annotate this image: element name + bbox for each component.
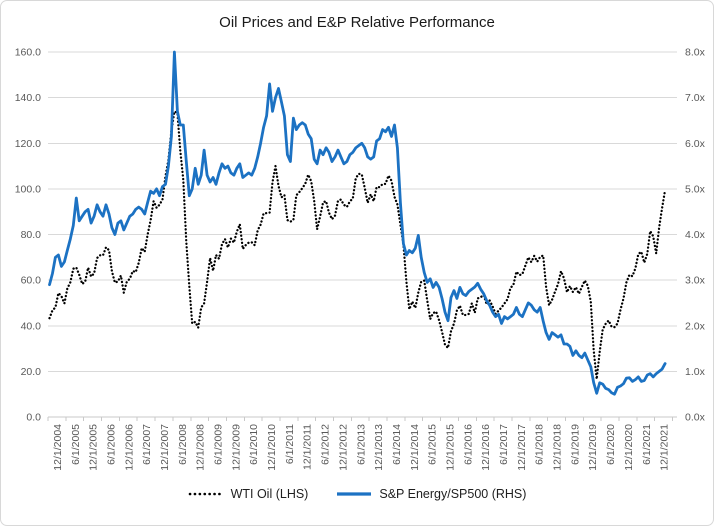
svg-text:6/1/2017: 6/1/2017 <box>498 424 510 465</box>
svg-text:12/1/2016: 12/1/2016 <box>480 424 492 471</box>
y-axis-right-labels: 0.0x 1.0x 2.0x 3.0x 4.0x 5.0x 6.0x 7.0x 8.0x <box>685 47 706 424</box>
svg-text:6/1/2020: 6/1/2020 <box>605 424 617 465</box>
svg-text:0.0x: 0.0x <box>685 412 706 424</box>
svg-text:12/1/2018: 12/1/2018 <box>552 424 564 471</box>
svg-text:120.0: 120.0 <box>15 138 41 150</box>
svg-text:5.0x: 5.0x <box>685 183 706 195</box>
svg-text:6/1/2009: 6/1/2009 <box>213 424 225 465</box>
svg-text:12/1/2012: 12/1/2012 <box>337 424 349 471</box>
chart-title: Oil Prices and E&P Relative Performance <box>219 14 495 31</box>
svg-text:6/1/2008: 6/1/2008 <box>177 424 189 465</box>
legend-label-energy: S&P Energy/SP500 (RHS) <box>379 487 527 501</box>
gridlines <box>48 51 677 418</box>
svg-text:6/1/2014: 6/1/2014 <box>391 424 403 465</box>
svg-text:7.0x: 7.0x <box>685 92 706 104</box>
svg-text:12/1/2015: 12/1/2015 <box>444 424 456 471</box>
svg-text:12/1/2021: 12/1/2021 <box>659 424 671 471</box>
svg-text:100.0: 100.0 <box>15 183 41 195</box>
svg-text:6/1/2013: 6/1/2013 <box>355 424 367 465</box>
svg-text:6/1/2012: 6/1/2012 <box>320 424 332 465</box>
svg-text:12/1/2013: 12/1/2013 <box>373 424 385 471</box>
svg-text:6/1/2010: 6/1/2010 <box>248 424 260 465</box>
svg-text:2.0x: 2.0x <box>685 320 706 332</box>
energy-solid-line-marker <box>337 492 372 496</box>
svg-text:12/1/2014: 12/1/2014 <box>409 424 421 471</box>
svg-text:60.0: 60.0 <box>21 275 42 287</box>
svg-text:140.0: 140.0 <box>15 92 41 104</box>
svg-text:12/1/2008: 12/1/2008 <box>195 424 207 471</box>
legend: WTI Oil (LHS) S&P Energy/SP500 (RHS) <box>1 487 713 501</box>
svg-text:12/1/2005: 12/1/2005 <box>88 424 100 471</box>
y-axis-left-labels: 0.0 20.0 40.0 60.0 80.0 100.0 120.0 140.0 160.0 <box>15 47 41 424</box>
svg-text:12/1/2006: 12/1/2006 <box>123 424 135 471</box>
svg-text:6/1/2019: 6/1/2019 <box>569 424 581 465</box>
svg-text:6.0x: 6.0x <box>685 138 706 150</box>
svg-text:6/1/2011: 6/1/2011 <box>284 424 296 464</box>
svg-text:80.0: 80.0 <box>21 229 42 241</box>
svg-text:6/1/2006: 6/1/2006 <box>105 424 117 465</box>
legend-label-wti: WTI Oil (LHS) <box>230 487 309 501</box>
svg-text:3.0x: 3.0x <box>685 275 706 287</box>
svg-text:6/1/2018: 6/1/2018 <box>534 424 546 465</box>
svg-text:0.0: 0.0 <box>26 412 41 424</box>
wti-dotted-line-marker <box>188 492 223 496</box>
svg-text:12/1/2009: 12/1/2009 <box>230 424 242 471</box>
svg-text:12/1/2007: 12/1/2007 <box>159 424 171 471</box>
legend-item-wti: WTI Oil (LHS) <box>188 487 309 501</box>
svg-text:12/1/2011: 12/1/2011 <box>302 424 314 470</box>
svg-text:8.0x: 8.0x <box>685 47 706 59</box>
svg-text:4.0x: 4.0x <box>685 229 706 241</box>
svg-text:6/1/2016: 6/1/2016 <box>462 424 474 465</box>
svg-text:12/1/2010: 12/1/2010 <box>266 424 278 471</box>
energy-series-line <box>48 50 667 396</box>
svg-text:6/1/2021: 6/1/2021 <box>641 424 653 465</box>
svg-text:12/1/2017: 12/1/2017 <box>516 424 528 471</box>
legend-item-energy: S&P Energy/SP500 (RHS) <box>336 487 526 501</box>
svg-text:160.0: 160.0 <box>15 47 41 59</box>
svg-text:6/1/2015: 6/1/2015 <box>427 424 439 465</box>
svg-text:12/1/2020: 12/1/2020 <box>623 424 635 471</box>
x-axis-labels: 12/1/2004 6/1/2005 12/1/2005 6/1/2006 12/1/2… <box>52 424 671 471</box>
svg-text:12/1/2019: 12/1/2019 <box>587 424 599 471</box>
svg-text:40.0: 40.0 <box>21 320 42 332</box>
x-axis-ticks <box>47 417 674 421</box>
wti-series-line <box>48 110 667 381</box>
svg-text:6/1/2007: 6/1/2007 <box>141 424 153 465</box>
svg-text:6/1/2005: 6/1/2005 <box>70 424 82 465</box>
svg-text:12/1/2004: 12/1/2004 <box>52 424 64 471</box>
svg-text:20.0: 20.0 <box>21 366 42 378</box>
svg-text:1.0x: 1.0x <box>685 366 706 378</box>
